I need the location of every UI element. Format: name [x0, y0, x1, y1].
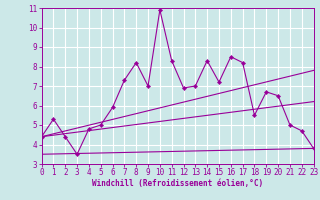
X-axis label: Windchill (Refroidissement éolien,°C): Windchill (Refroidissement éolien,°C) [92, 179, 263, 188]
